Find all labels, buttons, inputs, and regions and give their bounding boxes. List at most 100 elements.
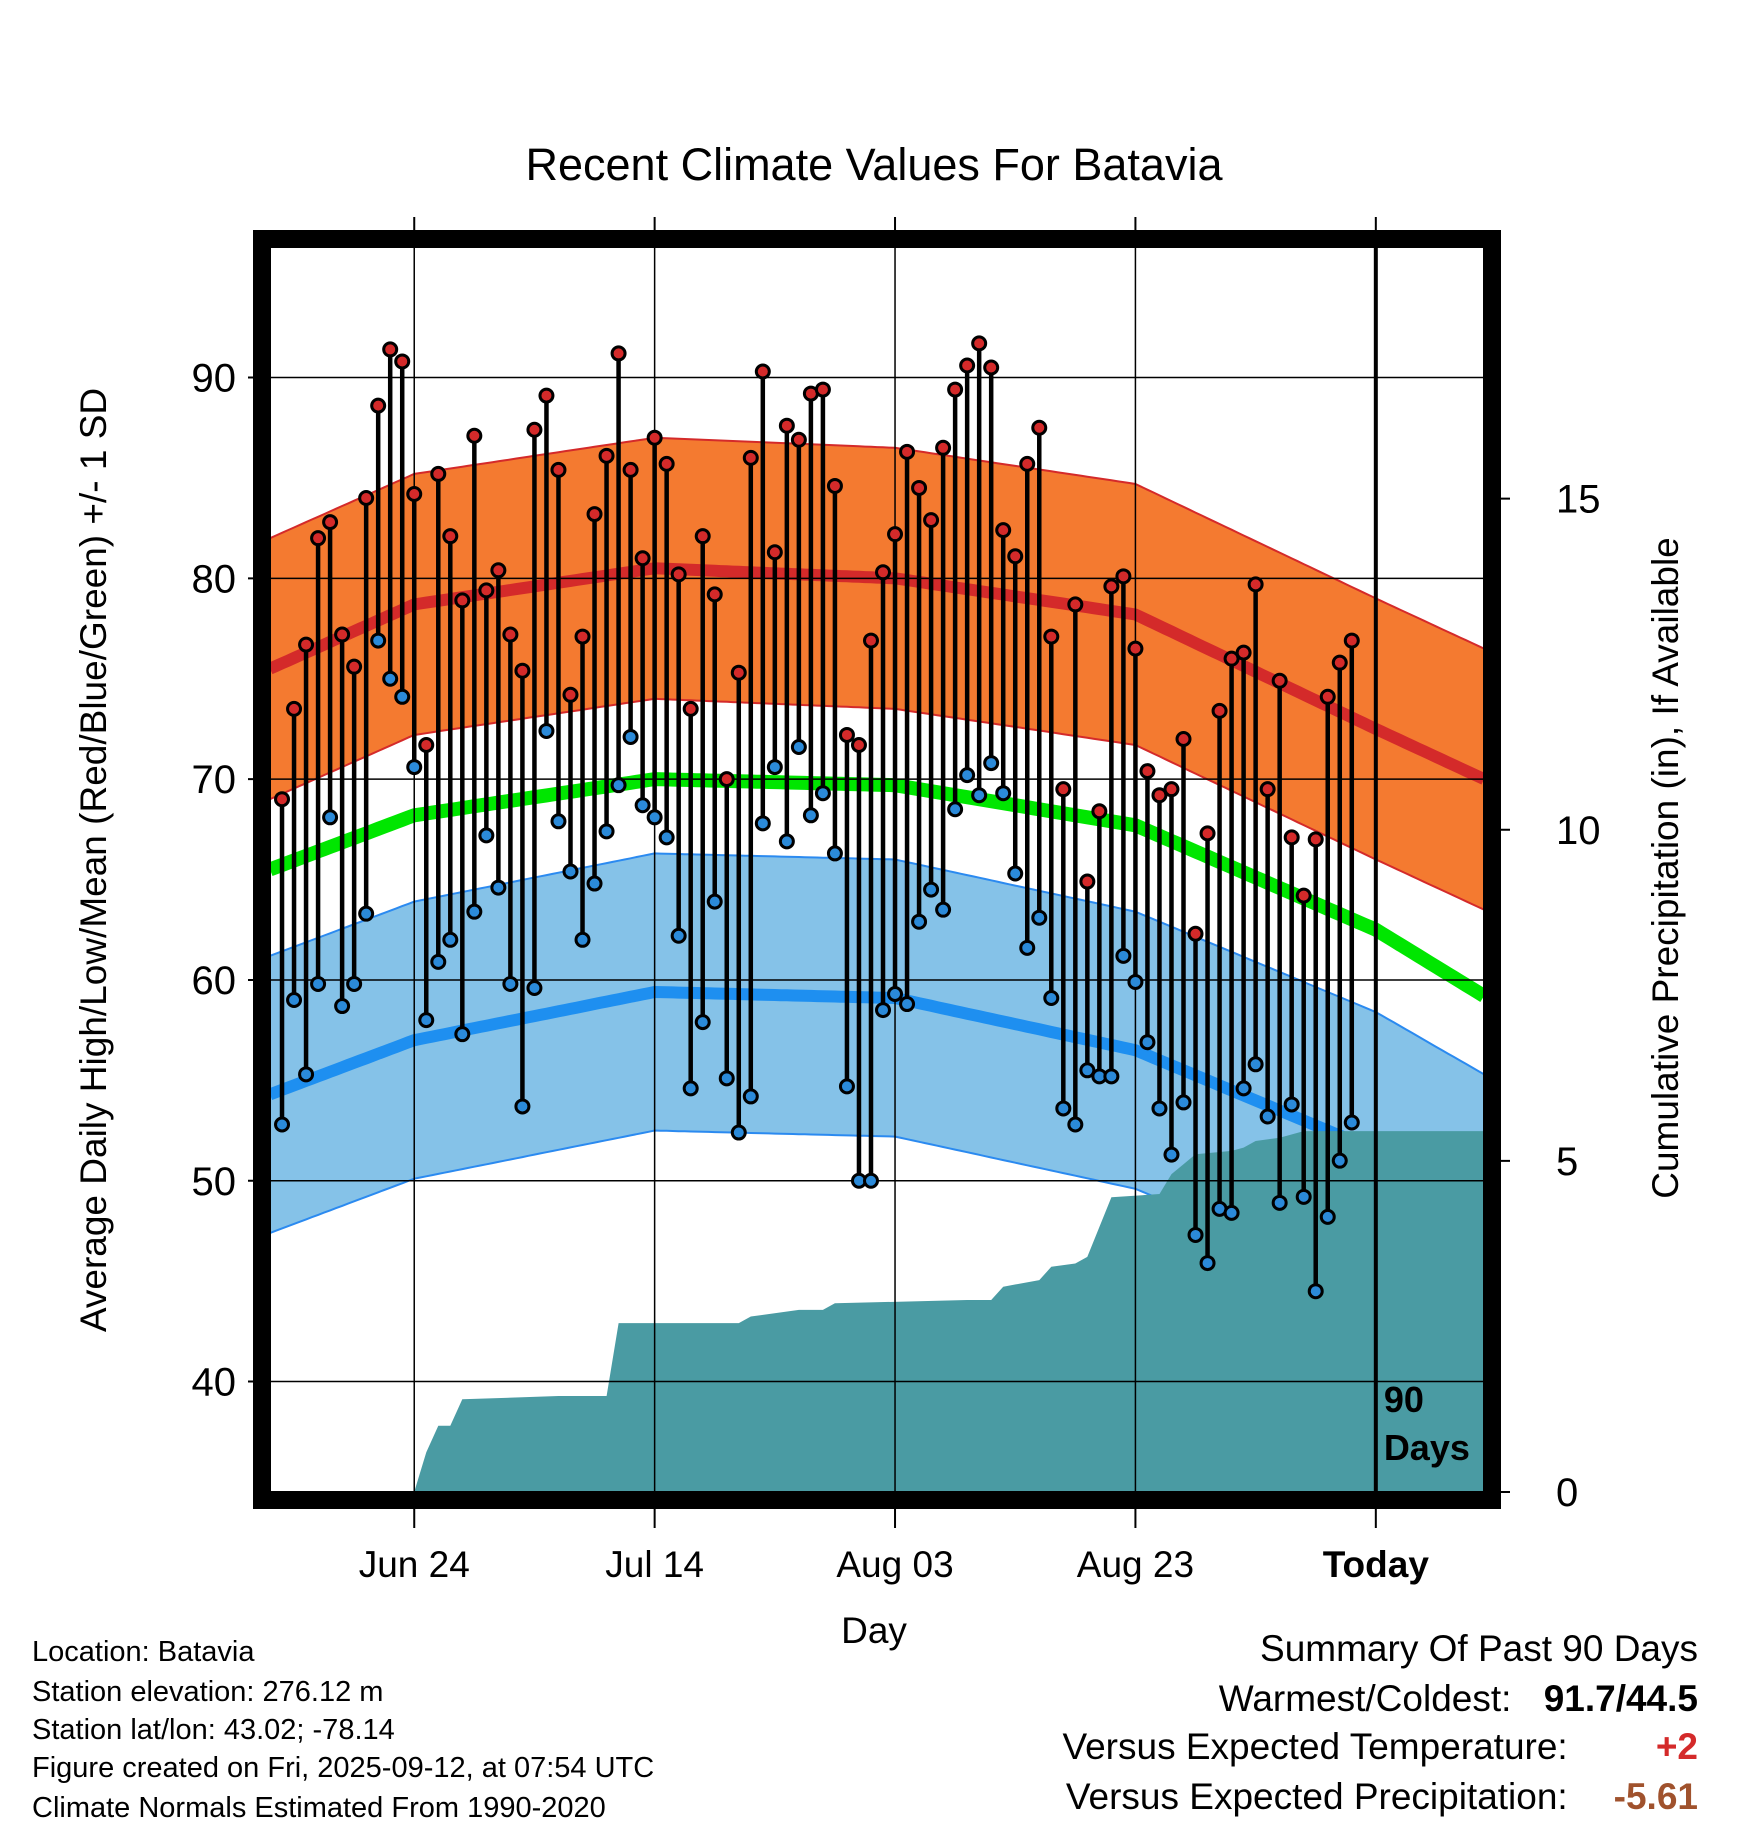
low-point <box>1307 1283 1324 1300</box>
high-point <box>1211 702 1228 719</box>
high-point <box>1235 644 1252 661</box>
summary-warm-cold-value: 91.7/44.5 <box>1543 1678 1698 1719</box>
low-point <box>430 953 447 970</box>
high-point <box>887 526 904 543</box>
low-point <box>514 1098 531 1115</box>
info-created: Figure created on Fri, 2025-09-12, at 07… <box>32 1752 655 1784</box>
y-tick-label: 90 <box>192 357 237 401</box>
low-point <box>454 1026 471 1043</box>
low-point <box>550 813 567 830</box>
low-point <box>622 728 639 745</box>
high-point <box>1331 654 1348 671</box>
high-point <box>382 341 399 358</box>
high-point <box>790 431 807 448</box>
high-point <box>935 439 952 456</box>
low-point <box>814 785 831 802</box>
low-point <box>1259 1108 1276 1125</box>
summary-precip-value: -5.61 <box>1613 1776 1698 1817</box>
y-tick-label: 50 <box>192 1160 237 1204</box>
low-point <box>875 1002 892 1019</box>
high-point <box>1127 640 1144 657</box>
high-point <box>826 477 843 494</box>
low-point <box>1019 939 1036 956</box>
summary-heading: Summary Of Past 90 Days <box>1260 1628 1698 1669</box>
high-point <box>370 397 387 414</box>
low-point <box>586 875 603 892</box>
x-tick-label: Jun 24 <box>359 1544 470 1585</box>
high-point <box>1139 763 1156 780</box>
y2-axis-label: Cumulative Precipitation (in), If Availa… <box>1645 537 1686 1199</box>
low-point <box>790 739 807 756</box>
low-point <box>682 1080 699 1097</box>
low-point <box>634 797 651 814</box>
low-point <box>983 755 1000 772</box>
high-point <box>754 363 771 380</box>
high-point <box>682 700 699 717</box>
low-point <box>802 807 819 824</box>
high-point <box>1175 730 1192 747</box>
low-point <box>887 986 904 1002</box>
today-days-label: Days <box>1384 1427 1470 1468</box>
low-point <box>334 998 351 1015</box>
x-tick-label: Jul 14 <box>605 1544 704 1585</box>
low-point <box>1067 1116 1084 1133</box>
high-point <box>598 447 615 464</box>
high-point <box>1055 781 1072 798</box>
summary-warm-cold-label: Warmest/Coldest: <box>1218 1678 1512 1719</box>
high-point <box>694 528 711 545</box>
high-point <box>646 429 663 446</box>
high-point <box>742 449 759 466</box>
y-tick-label: 80 <box>192 557 237 601</box>
low-point <box>959 767 976 784</box>
low-point <box>394 688 411 705</box>
low-point <box>346 975 363 992</box>
low-point <box>406 759 423 776</box>
high-point <box>514 662 531 679</box>
high-point <box>298 636 315 653</box>
low-point <box>502 975 519 992</box>
low-point <box>490 879 507 896</box>
high-point <box>430 465 447 482</box>
high-point <box>1007 548 1024 565</box>
low-point <box>286 992 303 1009</box>
high-point <box>406 485 423 502</box>
y2-tick-label: 5 <box>1556 1140 1578 1184</box>
low-point <box>1247 1056 1264 1073</box>
x-axis-label: Day <box>841 1610 907 1651</box>
info-location: Location: Batavia <box>32 1636 255 1668</box>
x-tick-label: Aug 23 <box>1077 1544 1194 1585</box>
info-elevation: Station elevation: 276.12 m <box>32 1676 384 1708</box>
chart-title: Recent Climate Values For Batavia <box>526 139 1224 190</box>
high-point <box>526 421 543 438</box>
low-point <box>478 827 495 844</box>
low-point <box>1043 990 1060 1007</box>
low-point <box>826 845 843 862</box>
high-point <box>814 381 831 398</box>
low-point <box>370 632 387 649</box>
high-point <box>983 359 1000 376</box>
low-point <box>1223 1204 1240 1221</box>
high-point <box>959 357 976 374</box>
y2-tick-label: 0 <box>1556 1471 1578 1515</box>
low-point <box>610 777 627 794</box>
high-point <box>1343 632 1360 649</box>
high-point <box>502 626 519 643</box>
high-point <box>442 528 459 545</box>
y-tick-label: 40 <box>192 1361 237 1405</box>
high-point <box>1067 596 1084 613</box>
high-point <box>718 771 735 788</box>
low-point <box>694 1014 711 1031</box>
low-point <box>754 815 771 832</box>
low-point <box>730 1124 747 1141</box>
high-point <box>1079 873 1096 890</box>
low-point <box>358 905 375 922</box>
high-point <box>490 562 507 579</box>
low-point <box>310 975 327 992</box>
low-point <box>995 785 1012 802</box>
high-point <box>1259 781 1276 798</box>
high-point <box>1187 925 1204 942</box>
y-tick-label: 70 <box>192 758 237 802</box>
low-point <box>1295 1188 1312 1205</box>
high-point <box>766 544 783 561</box>
